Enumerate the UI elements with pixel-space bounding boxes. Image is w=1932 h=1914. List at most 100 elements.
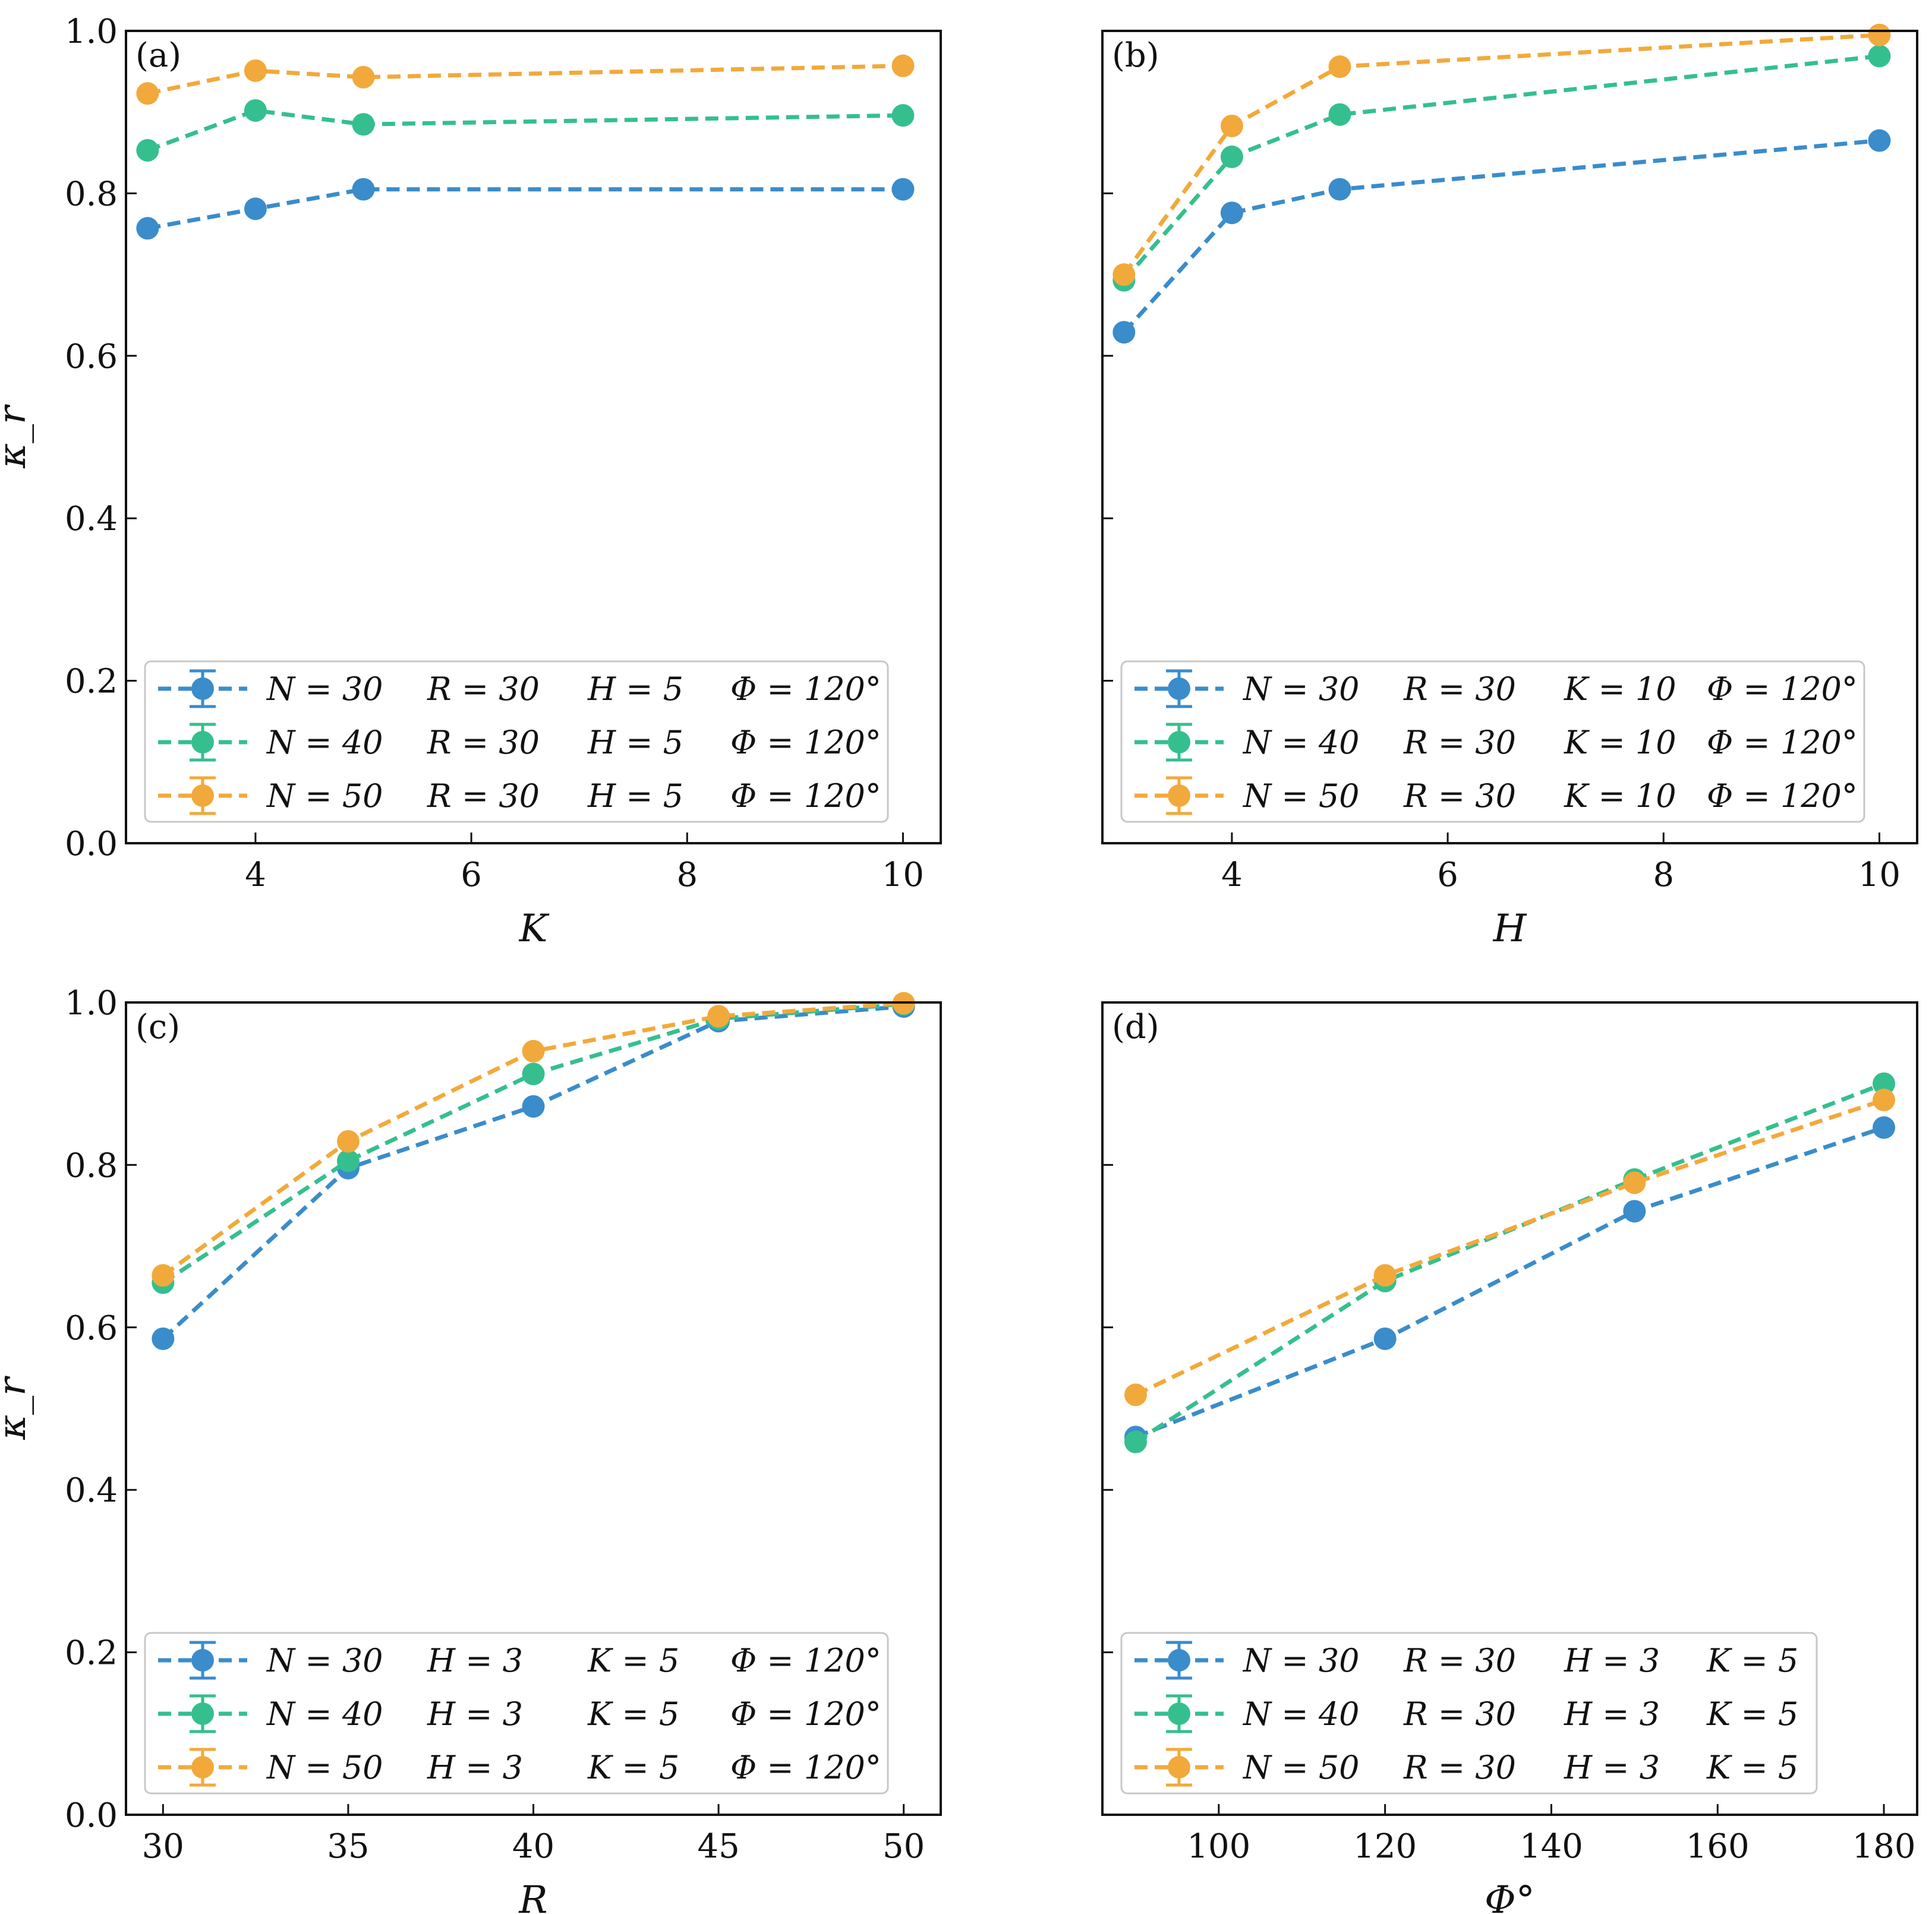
legend-entry-text: N = 50 [1242, 777, 1360, 815]
legend-entry-text: Φ = 120° [1707, 724, 1858, 761]
data-point [891, 178, 915, 201]
legend: N = 30 R = 30 H = 3 K = 5 N = 40 R = 30 H = 3 K… [1120, 1632, 1818, 1795]
y-tick-label: 1.0 [65, 984, 118, 1023]
legend-entry-text: N = 30 [266, 1642, 383, 1679]
data-point [1328, 178, 1351, 201]
data-point [1220, 201, 1243, 225]
legend-entry-text: Φ = 120° [730, 724, 881, 761]
series-line-1 [147, 187, 903, 231]
y-tick-label: 0.0 [65, 825, 118, 863]
x-tick-label: 35 [327, 1827, 369, 1866]
legend-entry-text: H = 5 [587, 777, 683, 815]
data-point [707, 1005, 730, 1028]
legend-entry-text: H = 3 [1564, 1749, 1660, 1786]
data-point [1873, 1072, 1896, 1095]
x-axis-label: R [518, 1878, 547, 1914]
data-point [136, 217, 159, 240]
legend-entry-text: N = 30 [266, 670, 383, 708]
plot-frame [1101, 1001, 1918, 1816]
x-tick-label: 160 [1686, 1827, 1750, 1866]
legend-frame [144, 660, 889, 823]
legend-entry-text: K = 10 [1564, 670, 1676, 708]
legend-marker [191, 1702, 214, 1725]
y-tick-label: 0.2 [65, 1634, 118, 1673]
series-line-1 [1122, 138, 1880, 334]
data-point [352, 113, 375, 136]
y-tick-label: 0.8 [65, 1146, 118, 1185]
legend-entry-text: Φ = 120° [730, 1695, 881, 1733]
legend-entry-text: R = 30 [1403, 670, 1516, 708]
data-point [1124, 1383, 1147, 1407]
data-point [244, 197, 267, 220]
y-tick-label: 1.0 [65, 12, 118, 51]
legend-marker [191, 677, 214, 700]
data-point [1328, 103, 1351, 126]
data-point [1328, 55, 1351, 78]
legend-entry-text: Φ = 120° [1707, 777, 1858, 815]
data-point [1873, 1116, 1896, 1139]
data-point [152, 1264, 175, 1287]
y-tick-label: 0.2 [65, 663, 118, 701]
data-point [1623, 1200, 1646, 1223]
x-axis-label: H [1493, 907, 1527, 951]
y-axis-label: κ_r [0, 1376, 34, 1440]
x-tick-label: 40 [512, 1827, 554, 1866]
legend: N = 30 R = 30 K = 10 Φ = 120° N = 40 R = 30 K … [1120, 660, 1865, 823]
data-point [1868, 23, 1891, 46]
legend-frame [1120, 660, 1865, 823]
series-line-1 [1134, 1125, 1885, 1439]
legend-entry-text: K = 10 [1564, 724, 1676, 761]
x-axis-label: K [519, 907, 550, 951]
legend-entry-text: R = 30 [1403, 777, 1516, 815]
x-tick-label: 140 [1520, 1827, 1583, 1866]
legend-entry-text: N = 30 [1242, 1642, 1360, 1679]
legend-entry-text: H = 5 [587, 670, 683, 708]
legend-entry-text: K = 5 [1706, 1642, 1798, 1679]
data-point [244, 59, 267, 82]
legend-entry-text: H = 3 [427, 1749, 523, 1786]
data-point [1220, 114, 1243, 137]
y-axis-label: κ_r [0, 404, 34, 469]
legend-marker [1168, 1649, 1190, 1672]
series-line-2 [1122, 53, 1880, 282]
data-point [1373, 1327, 1397, 1350]
legend-marker [1168, 1702, 1190, 1725]
data-point [1868, 129, 1891, 152]
legend-entry-text: R = 30 [1403, 724, 1516, 761]
legend-entry-text: H = 3 [1564, 1695, 1660, 1733]
data-point [336, 1149, 360, 1172]
legend-entry-text: H = 3 [427, 1642, 523, 1679]
plot-frame [125, 1001, 942, 1816]
legend-entry-text: K = 5 [1706, 1695, 1798, 1733]
data-point [136, 82, 159, 105]
legend-entry-text: R = 30 [1403, 1695, 1516, 1733]
legend-entry-text: K = 5 [587, 1695, 679, 1733]
legend-marker [191, 731, 214, 753]
data-point [1623, 1171, 1646, 1194]
panel-label: (a) [135, 36, 181, 75]
legend-entry-text: N = 40 [266, 1695, 383, 1733]
legend: N = 30 R = 30 H = 5 Φ = 120° N = 40 R = 30 H =… [144, 660, 889, 823]
series-line-2 [147, 108, 903, 153]
legend-entry-text: N = 40 [1242, 724, 1360, 761]
panel-label: (b) [1112, 36, 1159, 75]
data-point [352, 178, 375, 201]
legend-entry-text: N = 50 [1242, 1749, 1360, 1786]
panel-label: (c) [135, 1008, 180, 1046]
x-tick-label: 120 [1353, 1827, 1417, 1866]
legend-entry-text: R = 30 [427, 777, 540, 815]
data-point [152, 1327, 175, 1350]
y-tick-label: 0.0 [65, 1796, 118, 1835]
legend-entry-text: N = 40 [1242, 1695, 1360, 1733]
legend-frame [144, 1632, 889, 1795]
legend: N = 30 H = 3 K = 5 Φ = 120° N = 40 H = 3 K = 5… [144, 1632, 889, 1795]
chart-panel-2: 4 6 8 10 (b) H N = 30 R = 30 K = 10 Φ = 120° N = 4… [1101, 23, 1918, 951]
x-tick-label: 4 [1221, 856, 1243, 894]
data-point [1112, 321, 1136, 344]
data-point [136, 138, 159, 162]
legend-entry-text: N = 30 [1242, 670, 1360, 708]
data-point [522, 1095, 545, 1118]
x-tick-label: 30 [142, 1827, 184, 1866]
legend-entry-text: R = 30 [427, 724, 540, 761]
